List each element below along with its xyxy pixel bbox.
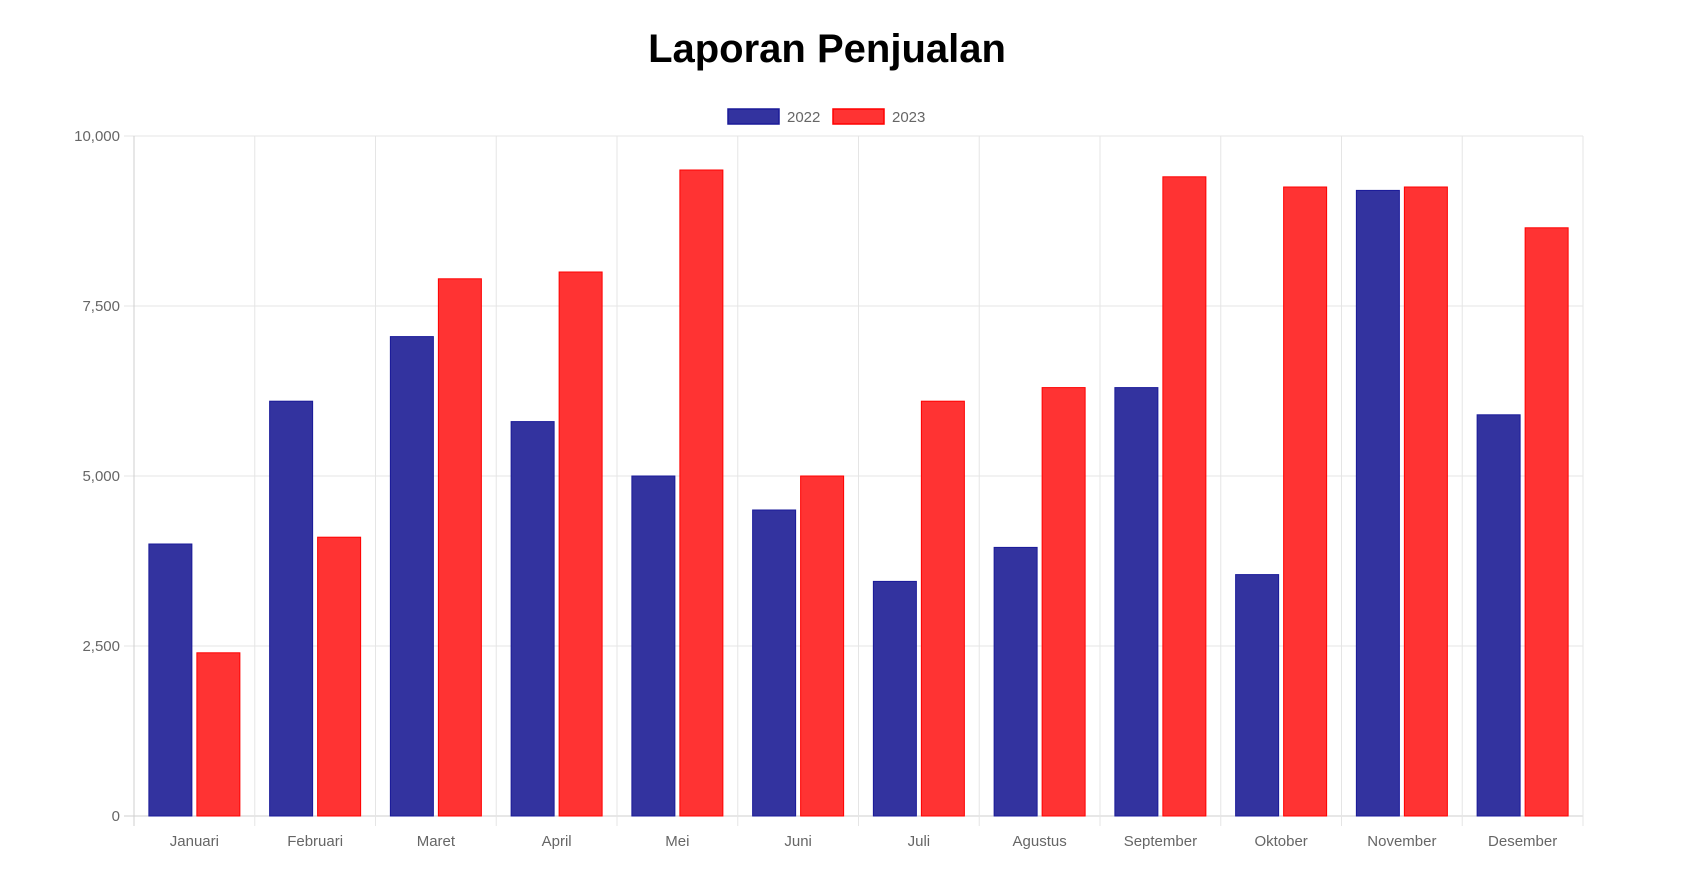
- x-tick-label: November: [1367, 833, 1436, 850]
- bar-2022-desember: [1476, 414, 1521, 817]
- x-tick-label: April: [542, 833, 572, 850]
- bar-2022-april: [510, 421, 555, 817]
- bar-2022-september: [1114, 387, 1159, 817]
- y-tick-label: 2,500: [82, 638, 120, 655]
- y-tick-label: 10,000: [74, 128, 120, 145]
- legend-label-2023: 2023: [892, 109, 925, 126]
- bar-2022-juli: [872, 580, 917, 817]
- x-tick-label: September: [1124, 833, 1197, 850]
- bar-2022-maret: [389, 336, 434, 817]
- bar-2023-maret: [437, 278, 482, 817]
- bar-2023-juni: [800, 475, 845, 817]
- legend-label-2022: 2022: [787, 109, 820, 126]
- bar-2023-desember: [1524, 227, 1569, 817]
- bar-2023-februari: [317, 536, 362, 817]
- bar-2023-januari: [196, 652, 241, 817]
- x-tick-label: Desember: [1488, 833, 1557, 850]
- bar-2023-april: [558, 271, 603, 817]
- x-tick-label: Juli: [908, 833, 931, 850]
- bars: [148, 169, 1569, 817]
- x-tick-label: Januari: [170, 833, 219, 850]
- legend: 2022 2023: [727, 108, 925, 126]
- grid: [124, 135, 1584, 826]
- bar-2023-agustus: [1041, 387, 1086, 817]
- bar-2022-mei: [631, 475, 676, 817]
- bar-2023-mei: [679, 169, 724, 817]
- x-tick-label: Mei: [665, 833, 689, 850]
- legend-swatch-2022: [727, 108, 780, 125]
- bar-2022-juni: [752, 509, 797, 817]
- bar-2023-september: [1162, 176, 1207, 817]
- y-tick-label: 7,500: [82, 298, 120, 315]
- bar-2022-januari: [148, 543, 193, 817]
- x-tick-label: Agustus: [1013, 833, 1067, 850]
- x-tick-label: Juni: [784, 833, 812, 850]
- bar-2022-oktober: [1235, 574, 1280, 817]
- legend-swatch-2023: [832, 108, 885, 125]
- bar-2022-november: [1355, 189, 1400, 817]
- bar-2022-agustus: [993, 546, 1038, 817]
- y-tick-label: 5,000: [82, 468, 120, 485]
- chart-title: Laporan Penjualan: [648, 27, 1006, 71]
- bar-2023-november: [1403, 186, 1448, 817]
- bar-2023-juli: [920, 400, 965, 817]
- bar-2022-februari: [269, 400, 314, 817]
- x-tick-label: Maret: [417, 833, 456, 850]
- axis-labels: 0 2,500 5,000 7,500 10,000 Januari Februari Mar…: [74, 128, 1557, 850]
- bar-2023-oktober: [1283, 186, 1328, 817]
- x-tick-label: Februari: [287, 833, 343, 850]
- x-tick-label: Oktober: [1254, 833, 1307, 850]
- y-tick-label: 0: [112, 808, 120, 825]
